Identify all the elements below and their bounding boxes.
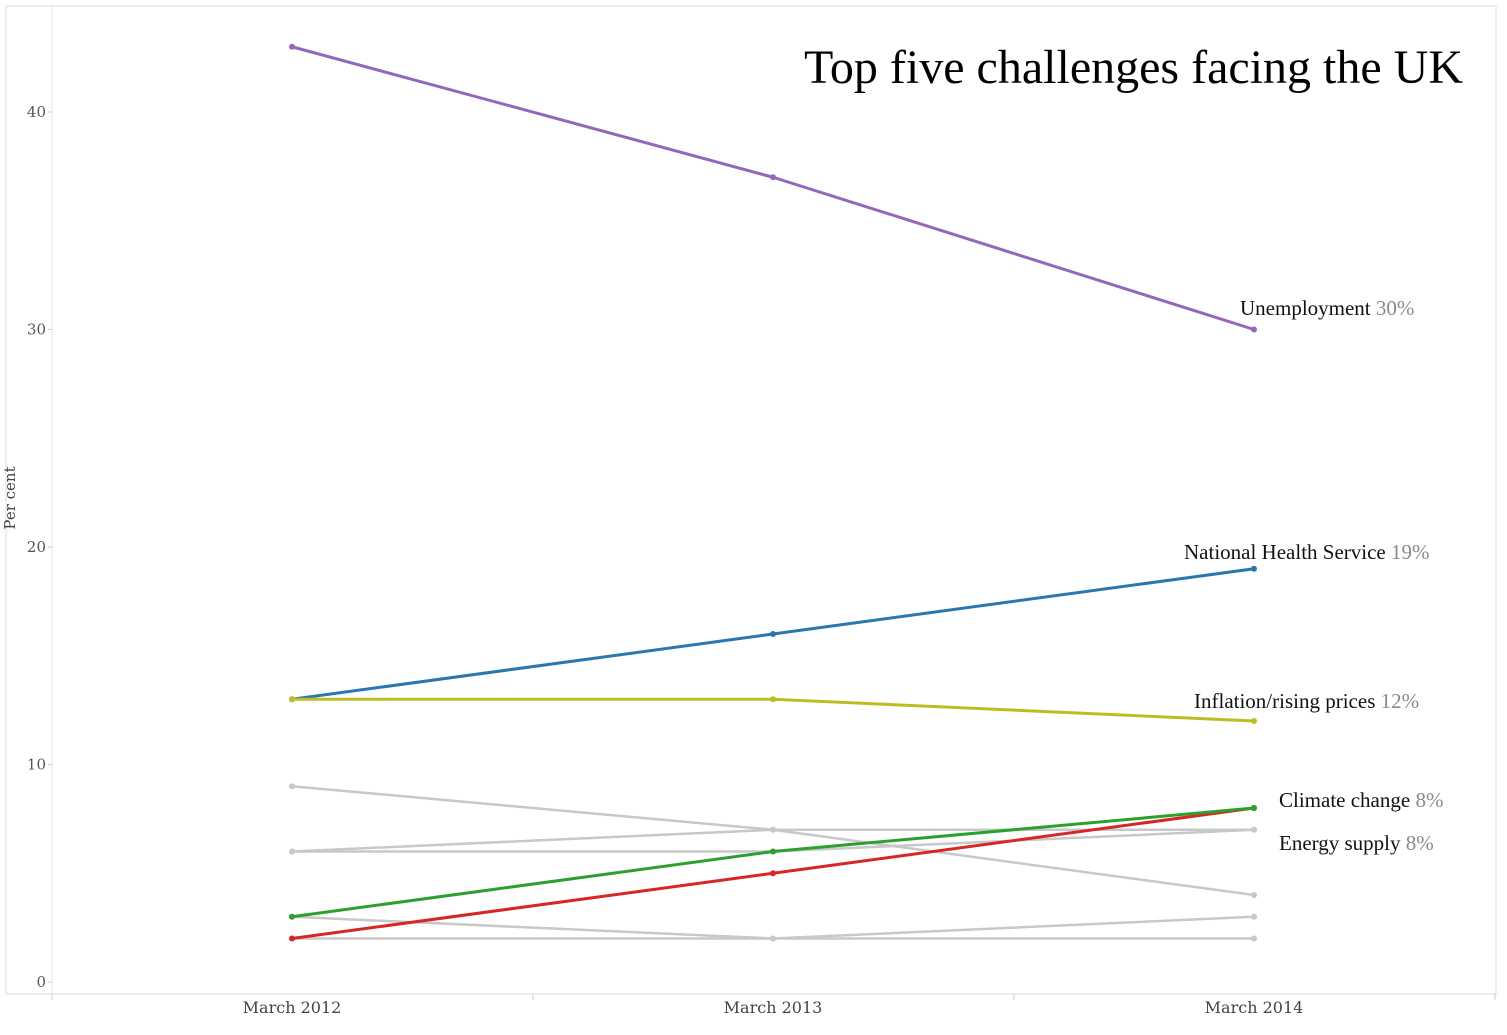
- series-label: National Health Service 19%: [1184, 540, 1430, 564]
- x-tick-label: March 2012: [243, 998, 342, 1017]
- y-tick-label: 40: [27, 103, 46, 121]
- data-point: [770, 174, 776, 181]
- chart-title: Top five challenges facing the UK: [804, 41, 1463, 94]
- data-point: [770, 826, 776, 833]
- data-point: [1251, 913, 1257, 920]
- series-line: [290, 806, 1256, 919]
- series-line: [290, 785, 1256, 897]
- y-tick-label: 30: [27, 321, 46, 339]
- series-line: [290, 828, 1256, 853]
- series-line: [290, 697, 1256, 723]
- y-tick-label: 0: [36, 973, 46, 991]
- x-tick-label: March 2014: [1205, 998, 1304, 1017]
- data-point: [1251, 326, 1257, 333]
- plot-frame: [5, 5, 1497, 995]
- y-axis-label: Per cent: [1, 466, 19, 529]
- x-axis-ticks: March 2012 March 2013 March 2014: [51, 994, 1496, 1017]
- series-line: [290, 828, 1256, 853]
- series-labels: Unemployment 30% National Health Service …: [1184, 296, 1443, 855]
- data-point: [289, 783, 295, 790]
- data-point: [289, 848, 295, 855]
- data-point: [1251, 565, 1257, 572]
- data-point: [1251, 935, 1257, 942]
- series-label: Climate change 8%: [1279, 788, 1443, 812]
- series-label: Unemployment 30%: [1240, 296, 1414, 320]
- data-point: [289, 696, 295, 703]
- data-point: [289, 913, 295, 920]
- data-point: [770, 870, 776, 877]
- data-point: [770, 631, 776, 637]
- data-point: [1251, 718, 1257, 724]
- series-lines: [289, 43, 1257, 942]
- y-tick-label: 20: [27, 538, 46, 556]
- data-point: [1251, 892, 1257, 898]
- data-point: [289, 43, 295, 50]
- data-point: [289, 935, 295, 942]
- data-point: [1251, 826, 1257, 833]
- data-point: [770, 848, 776, 855]
- data-point: [1251, 805, 1257, 811]
- data-point: [770, 696, 776, 703]
- series-label: Inflation/rising prices 12%: [1194, 689, 1419, 713]
- y-tick-label: 10: [27, 756, 46, 774]
- data-point: [770, 935, 776, 942]
- x-tick-label: March 2013: [724, 998, 823, 1017]
- series-label: Energy supply 8%: [1279, 831, 1434, 855]
- y-axis-ticks: 0 10 20 30 40: [27, 103, 52, 991]
